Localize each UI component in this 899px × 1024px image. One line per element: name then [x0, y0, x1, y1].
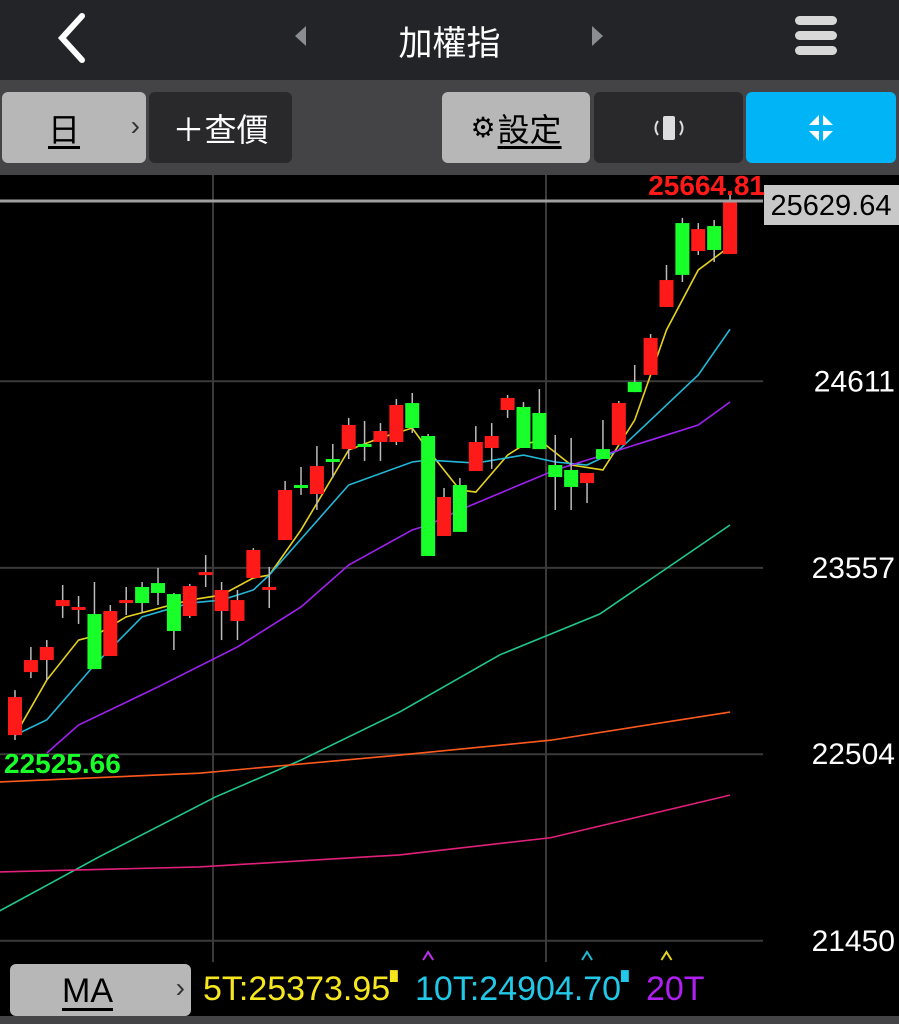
ma-values: 5T:25373.95▘ 10T:24904.70▘ 20T	[203, 970, 705, 1009]
ma5-marker-icon: ▘	[390, 972, 406, 994]
ma-line	[0, 711, 731, 783]
ma-line	[0, 524, 731, 912]
candle-body	[389, 405, 404, 442]
collapse-button[interactable]	[746, 92, 896, 163]
candle-body	[421, 435, 436, 556]
last-price-label: 25629.64	[771, 190, 892, 222]
page-title: 加權指	[398, 25, 501, 63]
hamburger-icon[interactable]	[795, 16, 837, 60]
gear-icon: ⚙	[470, 112, 496, 143]
collapse-arrows-icon	[809, 114, 833, 141]
candle-body	[103, 611, 118, 656]
candle-body	[135, 586, 150, 604]
candle-body	[611, 403, 626, 446]
candle-body	[484, 435, 499, 449]
candle-body	[373, 431, 388, 442]
ma-line	[0, 794, 731, 873]
candle-body	[580, 472, 595, 484]
candle-body	[23, 660, 38, 673]
ma10-value: 10T:24904.70	[415, 970, 622, 1008]
candle-body	[230, 600, 245, 621]
ma-legend-bar: MA › 5T:25373.95▘ 10T:24904.70▘ 20T	[0, 962, 899, 1016]
settings-button[interactable]: ⚙ 設定	[442, 92, 590, 163]
high-price-label: 25664.81	[648, 170, 765, 201]
candle-body	[564, 469, 579, 487]
ma-button[interactable]: MA ›	[10, 964, 191, 1016]
candle-body	[437, 497, 452, 536]
candle-body	[500, 397, 515, 410]
candle-body	[341, 425, 356, 450]
candle-body	[309, 466, 324, 495]
chevron-right-icon: ›	[130, 110, 140, 141]
next-symbol-arrow-icon[interactable]	[592, 26, 603, 46]
y-tick-label: 22504	[812, 738, 895, 771]
ma-start-marker-icon	[581, 950, 593, 961]
candle-body	[119, 600, 134, 604]
candle-body	[516, 406, 531, 449]
ma-line	[46, 401, 731, 754]
ma5-value: 5T:25373.95	[203, 970, 391, 1008]
candle-body	[325, 458, 340, 462]
candle-body	[246, 549, 261, 578]
candle-body	[707, 226, 722, 250]
ma-line	[14, 328, 731, 736]
ma-label: MA	[62, 972, 113, 1010]
candle-body	[532, 412, 547, 450]
settings-label: 設定	[497, 111, 562, 148]
quote-button[interactable]: ＋查價	[149, 92, 292, 163]
header: 加權指	[0, 0, 899, 80]
quote-label: ＋查價	[172, 111, 269, 148]
candle-body	[595, 449, 610, 459]
candle-body	[262, 586, 277, 590]
last-price-box	[764, 185, 899, 226]
candle-body	[151, 583, 166, 593]
chevron-right-icon: ›	[175, 972, 185, 1003]
candle-body	[198, 572, 213, 576]
candle-body	[675, 223, 690, 275]
y-tick-label: 24611	[814, 365, 895, 398]
rotate-screen-icon	[654, 115, 683, 140]
toolbar: 日 › ＋查價 ⚙ 設定	[0, 80, 899, 175]
y-tick-label: 23557	[812, 552, 895, 585]
candle-body	[55, 600, 70, 607]
plot-area	[0, 175, 763, 962]
prev-symbol-arrow-icon[interactable]	[295, 26, 306, 46]
candle-body	[659, 280, 674, 307]
period-label: 日	[47, 111, 80, 148]
bottom-strip	[0, 1016, 899, 1024]
rotate-screen-button[interactable]	[594, 92, 743, 163]
candle-body	[278, 489, 293, 541]
price-axis	[763, 175, 899, 962]
candle-body	[468, 442, 483, 472]
ma-line	[14, 245, 731, 736]
candle-body	[723, 201, 738, 255]
candle-body	[294, 485, 309, 489]
candle-body	[643, 337, 658, 375]
candle-body	[691, 229, 706, 252]
candle-body	[627, 382, 642, 393]
candle-body	[405, 403, 420, 429]
ma10-marker-icon: ▘	[621, 972, 637, 994]
candle-body	[71, 606, 86, 610]
ma-start-marker-icon	[422, 950, 434, 961]
period-button[interactable]: 日 ›	[2, 92, 146, 163]
ma20-value: 20T	[645, 970, 705, 1008]
ma-start-marker-icon	[660, 950, 673, 961]
low-price-label: 22525.66	[4, 748, 121, 779]
chevron-left-icon[interactable]	[52, 10, 92, 66]
candle-body	[166, 594, 181, 632]
candle-body	[8, 697, 22, 736]
candle-body	[182, 586, 197, 616]
y-tick-label: 21450	[812, 925, 895, 958]
candle-body	[548, 465, 563, 478]
candle-body	[39, 646, 54, 661]
candle-body	[452, 485, 467, 532]
candle-body	[357, 443, 372, 447]
candle-body	[214, 589, 229, 612]
candle-body	[87, 614, 102, 670]
